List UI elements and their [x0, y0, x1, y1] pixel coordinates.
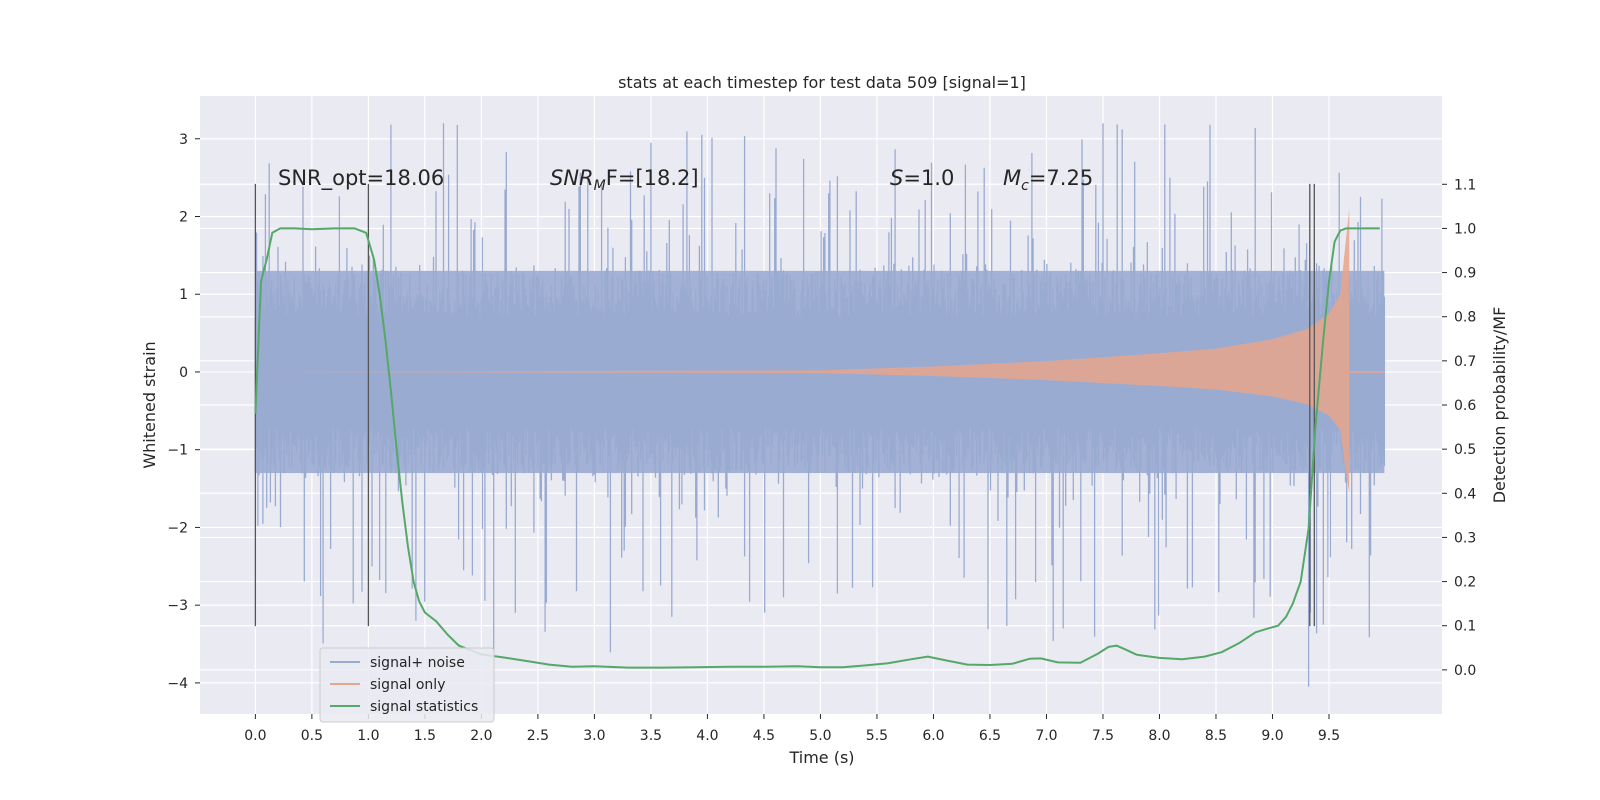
x-tick-label: 3.0 [583, 728, 605, 744]
x-tick-label: 6.0 [922, 728, 944, 744]
x-tick-label: 9.5 [1318, 728, 1340, 744]
y-tick-label: 3 [179, 132, 188, 148]
x-tick-label: 4.5 [753, 728, 775, 744]
y2-tick-label: 0.8 [1454, 310, 1476, 326]
y-tick-label: −3 [167, 598, 188, 614]
y2-tick-label: 1.1 [1454, 177, 1476, 193]
x-tick-label: 1.5 [414, 728, 436, 744]
y2-tick-label: 0.5 [1454, 442, 1476, 458]
annotation-snr-mf-base: SNR [550, 166, 594, 190]
y2-axis-ticks: 1.1 1.0 0.9 0.8 0.7 0.6 0.5 0.4 0.3 0.2 0.1 0.0 [1442, 177, 1476, 679]
stats-line [254, 227, 1380, 669]
x-tick-label: 1.0 [357, 728, 379, 744]
y-tick-label: 0 [179, 365, 188, 381]
y-tick-label: 1 [179, 287, 188, 303]
y2-tick-label: 0.3 [1454, 530, 1476, 546]
y2-tick-label: 0.2 [1454, 575, 1476, 591]
series-signal-statistics [254, 227, 1380, 669]
x-tick-label: 2.0 [470, 728, 492, 744]
series-signal-only [255, 208, 1385, 495]
y2-tick-label: 0.0 [1454, 663, 1476, 679]
legend-label-stats: signal statistics [370, 699, 478, 715]
x-axis-ticks: 0.0 0.5 1.0 1.5 2.0 2.5 3.0 3.5 4.0 4.5 5.0 5.5 6.0 6… [244, 714, 1340, 744]
legend-label-signal: signal only [370, 677, 445, 693]
annotation-snr-mf-sub: M [594, 178, 606, 194]
y-tick-label: −2 [167, 520, 188, 536]
x-tick-label: 0.5 [301, 728, 323, 744]
x-tick-label: 9.0 [1261, 728, 1283, 744]
x-tick-label: 7.5 [1092, 728, 1114, 744]
annotation-mc-sub: c [1021, 178, 1029, 194]
annotation-snr-mf-tail: F=[18.2] [606, 166, 699, 190]
x-tick-label: 8.0 [1148, 728, 1170, 744]
y2-axis-label: Detection probability/MF [1490, 307, 1509, 504]
y-tick-label: −4 [167, 676, 188, 692]
annotation-mc: Mc=7.25 [1003, 166, 1093, 194]
legend-box [319, 647, 495, 723]
annotation-s: S=1.0 [890, 166, 954, 190]
x-tick-label: 5.5 [866, 728, 888, 744]
x-tick-label: 5.0 [809, 728, 831, 744]
annotation-mc-sym: M [1003, 166, 1021, 190]
legend-label-noise: signal+ noise [370, 655, 465, 671]
y-tick-label: 2 [179, 209, 188, 225]
y-axis-ticks: 3 2 1 0 −1 −2 −3 −4 [167, 132, 200, 692]
x-tick-label: 0.0 [244, 728, 266, 744]
x-tick-label: 4.0 [696, 728, 718, 744]
annotation-snr-opt: SNR_opt=18.06 [278, 166, 444, 191]
x-tick-label: 7.0 [1035, 728, 1057, 744]
y2-tick-label: 0.1 [1454, 619, 1476, 635]
y-tick-label: −1 [167, 443, 188, 459]
y2-tick-label: 0.9 [1454, 266, 1476, 282]
y2-tick-label: 1.0 [1454, 221, 1476, 237]
annotation-mc-value: =7.25 [1029, 166, 1093, 190]
x-tick-label: 6.5 [979, 728, 1001, 744]
annotation-s-value: =1.0 [903, 166, 954, 190]
x-tick-label: 3.5 [640, 728, 662, 744]
chart-title: stats at each timestep for test data 509… [618, 73, 1026, 92]
y2-tick-label: 0.6 [1454, 398, 1476, 414]
legend: signal+ noise signal only signal statist… [319, 647, 495, 723]
y-axis-label: Whitened strain [140, 341, 159, 468]
annotation-s-sym: S [890, 166, 903, 190]
y2-tick-label: 0.4 [1454, 486, 1476, 502]
y2-tick-label: 0.7 [1454, 354, 1476, 370]
x-axis-label: Time (s) [788, 748, 854, 767]
x-tick-label: 2.5 [527, 728, 549, 744]
x-tick-label: 8.5 [1205, 728, 1227, 744]
annotation-snr-mf: SNRMF=[18.2] [550, 166, 699, 194]
